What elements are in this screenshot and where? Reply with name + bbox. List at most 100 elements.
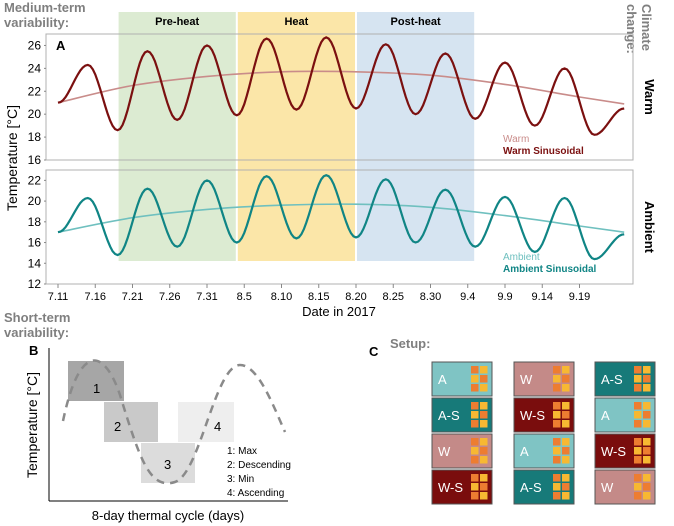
y-tick-labels: 16 18 20 22 24 26 12 14 16 18 20 22 — [28, 38, 46, 291]
setup-tile-square — [471, 375, 479, 383]
x-tick-label: 7.21 — [122, 291, 143, 303]
setup-tile-label: A-S — [601, 372, 623, 387]
ambient-sinusoidal-line — [57, 174, 625, 261]
x-tick-label: 7.11 — [48, 291, 69, 303]
setup-tile: A — [594, 397, 656, 433]
setup-tile-square — [634, 411, 642, 419]
phase-band-heat — [237, 12, 355, 261]
setup-tile-square — [471, 438, 479, 446]
x-tick-labels: 7.11 7.16 7.21 7.26 7.31 8.5 8.10 8.15 8.20 8.25 8… — [48, 284, 590, 303]
short-term-label-line2: variability: — [4, 325, 69, 340]
setup-tile-square — [553, 456, 561, 464]
setup-tile-square — [643, 384, 651, 392]
x-tick-label: 7.31 — [196, 291, 217, 303]
phase-number-3: 3 — [164, 457, 171, 472]
x-tick-label: 7.26 — [159, 291, 180, 303]
setup-tile-square — [553, 375, 561, 383]
setup-tile-square — [643, 375, 651, 383]
setup-tile-square — [553, 366, 561, 374]
setup-tile-square — [471, 402, 479, 410]
setup-tile-square — [471, 411, 479, 419]
setup-tile: A-S — [431, 397, 493, 433]
phase-number-2: 2 — [114, 419, 121, 434]
phase-legend-min: 3: Min — [227, 474, 254, 485]
setup-tile-label: A-S — [520, 480, 542, 495]
setup-tile-label: W — [438, 444, 451, 459]
panel-c-label: C — [369, 344, 379, 359]
setup-tile-square — [634, 447, 642, 455]
panel-b-y-label: Temperature [°C] — [24, 372, 40, 478]
setup-tile-square — [562, 483, 570, 491]
setup-tile: A-S — [513, 469, 575, 505]
setup-tile-square — [471, 420, 479, 428]
setup-tile-square — [634, 375, 642, 383]
setup-tile-square — [562, 420, 570, 428]
setup-tile-square — [643, 420, 651, 428]
phase-legend-max: 1: Max — [227, 446, 257, 457]
setup-tile-square — [480, 456, 488, 464]
y-axis-label-a: Temperature [°C] — [4, 105, 20, 211]
setup-tile-square — [480, 474, 488, 482]
setup-tile-label: A-S — [438, 408, 460, 423]
panel-a-label: A — [56, 38, 66, 53]
y-tick-label: 16 — [28, 153, 42, 167]
y-tick-label: 18 — [28, 130, 42, 144]
setup-tile-square — [480, 492, 488, 500]
climate-change-label-line2: change: — [624, 4, 639, 54]
x-tick-label: 8.15 — [308, 291, 329, 303]
phase-band-post-heat — [357, 12, 475, 261]
setup-tile-square — [643, 456, 651, 464]
phase-legend-ascending: 4: Ascending — [227, 488, 284, 499]
panel-b: 1 2 3 4 1: Max 2: Descending 3: Min 4: A… — [24, 348, 291, 523]
thermal-cycle-curve — [61, 359, 287, 485]
setup-tile-square — [634, 492, 642, 500]
phase-legend-descending: 2: Descending — [227, 460, 291, 471]
setup-tile-square — [471, 384, 479, 392]
phase-band-pre-heat — [118, 12, 236, 261]
setup-tile-square — [643, 447, 651, 455]
setup-tile: W — [594, 469, 656, 505]
setup-tile-square — [562, 384, 570, 392]
row-label-ambient: Ambient — [642, 201, 657, 254]
setup-tile-square — [480, 366, 488, 374]
series-layer — [57, 36, 625, 261]
setup-tile-square — [643, 402, 651, 410]
setup-tile-square — [553, 402, 561, 410]
y-tick-label: 22 — [28, 84, 42, 98]
setup-tile-square — [553, 492, 561, 500]
setup-tile-square — [562, 402, 570, 410]
ambient-trend-line — [57, 203, 625, 233]
y-tick-label: 22 — [28, 173, 42, 187]
setup-tile-square — [480, 438, 488, 446]
setup-tile-square — [553, 447, 561, 455]
setup-tile-square — [480, 375, 488, 383]
setup-tile-square — [553, 474, 561, 482]
setup-tile-square — [634, 456, 642, 464]
setup-tile-label: W — [520, 372, 533, 387]
legend-ambient: Ambient — [503, 252, 540, 263]
y-tick-label: 26 — [28, 38, 42, 52]
setup-tile: W-S — [594, 433, 656, 469]
warm-plot-frame — [45, 33, 634, 161]
setup-tile-square — [634, 402, 642, 410]
setup-tile-square — [471, 483, 479, 491]
setup-tile: W — [431, 433, 493, 469]
medium-term-label-line1: Medium-term — [4, 0, 86, 15]
setup-tile-square — [471, 456, 479, 464]
legend-warm: Warm — [503, 134, 529, 145]
setup-tile-square — [562, 474, 570, 482]
setup-tile-square — [553, 411, 561, 419]
setup-tile-square — [553, 438, 561, 446]
x-tick-label: 9.4 — [460, 291, 475, 303]
setup-title: Setup: — [390, 336, 430, 351]
setup-tile-square — [471, 474, 479, 482]
phase-label-pre-heat: Pre-heat — [155, 16, 199, 28]
setup-tile: A — [431, 361, 493, 397]
setup-tile-square — [480, 402, 488, 410]
setup-tile: W — [513, 361, 575, 397]
short-term-label-line1: Short-term — [4, 310, 70, 325]
setup-tile-square — [643, 474, 651, 482]
setup-tile-square — [562, 447, 570, 455]
setup-tile-square — [634, 420, 642, 428]
